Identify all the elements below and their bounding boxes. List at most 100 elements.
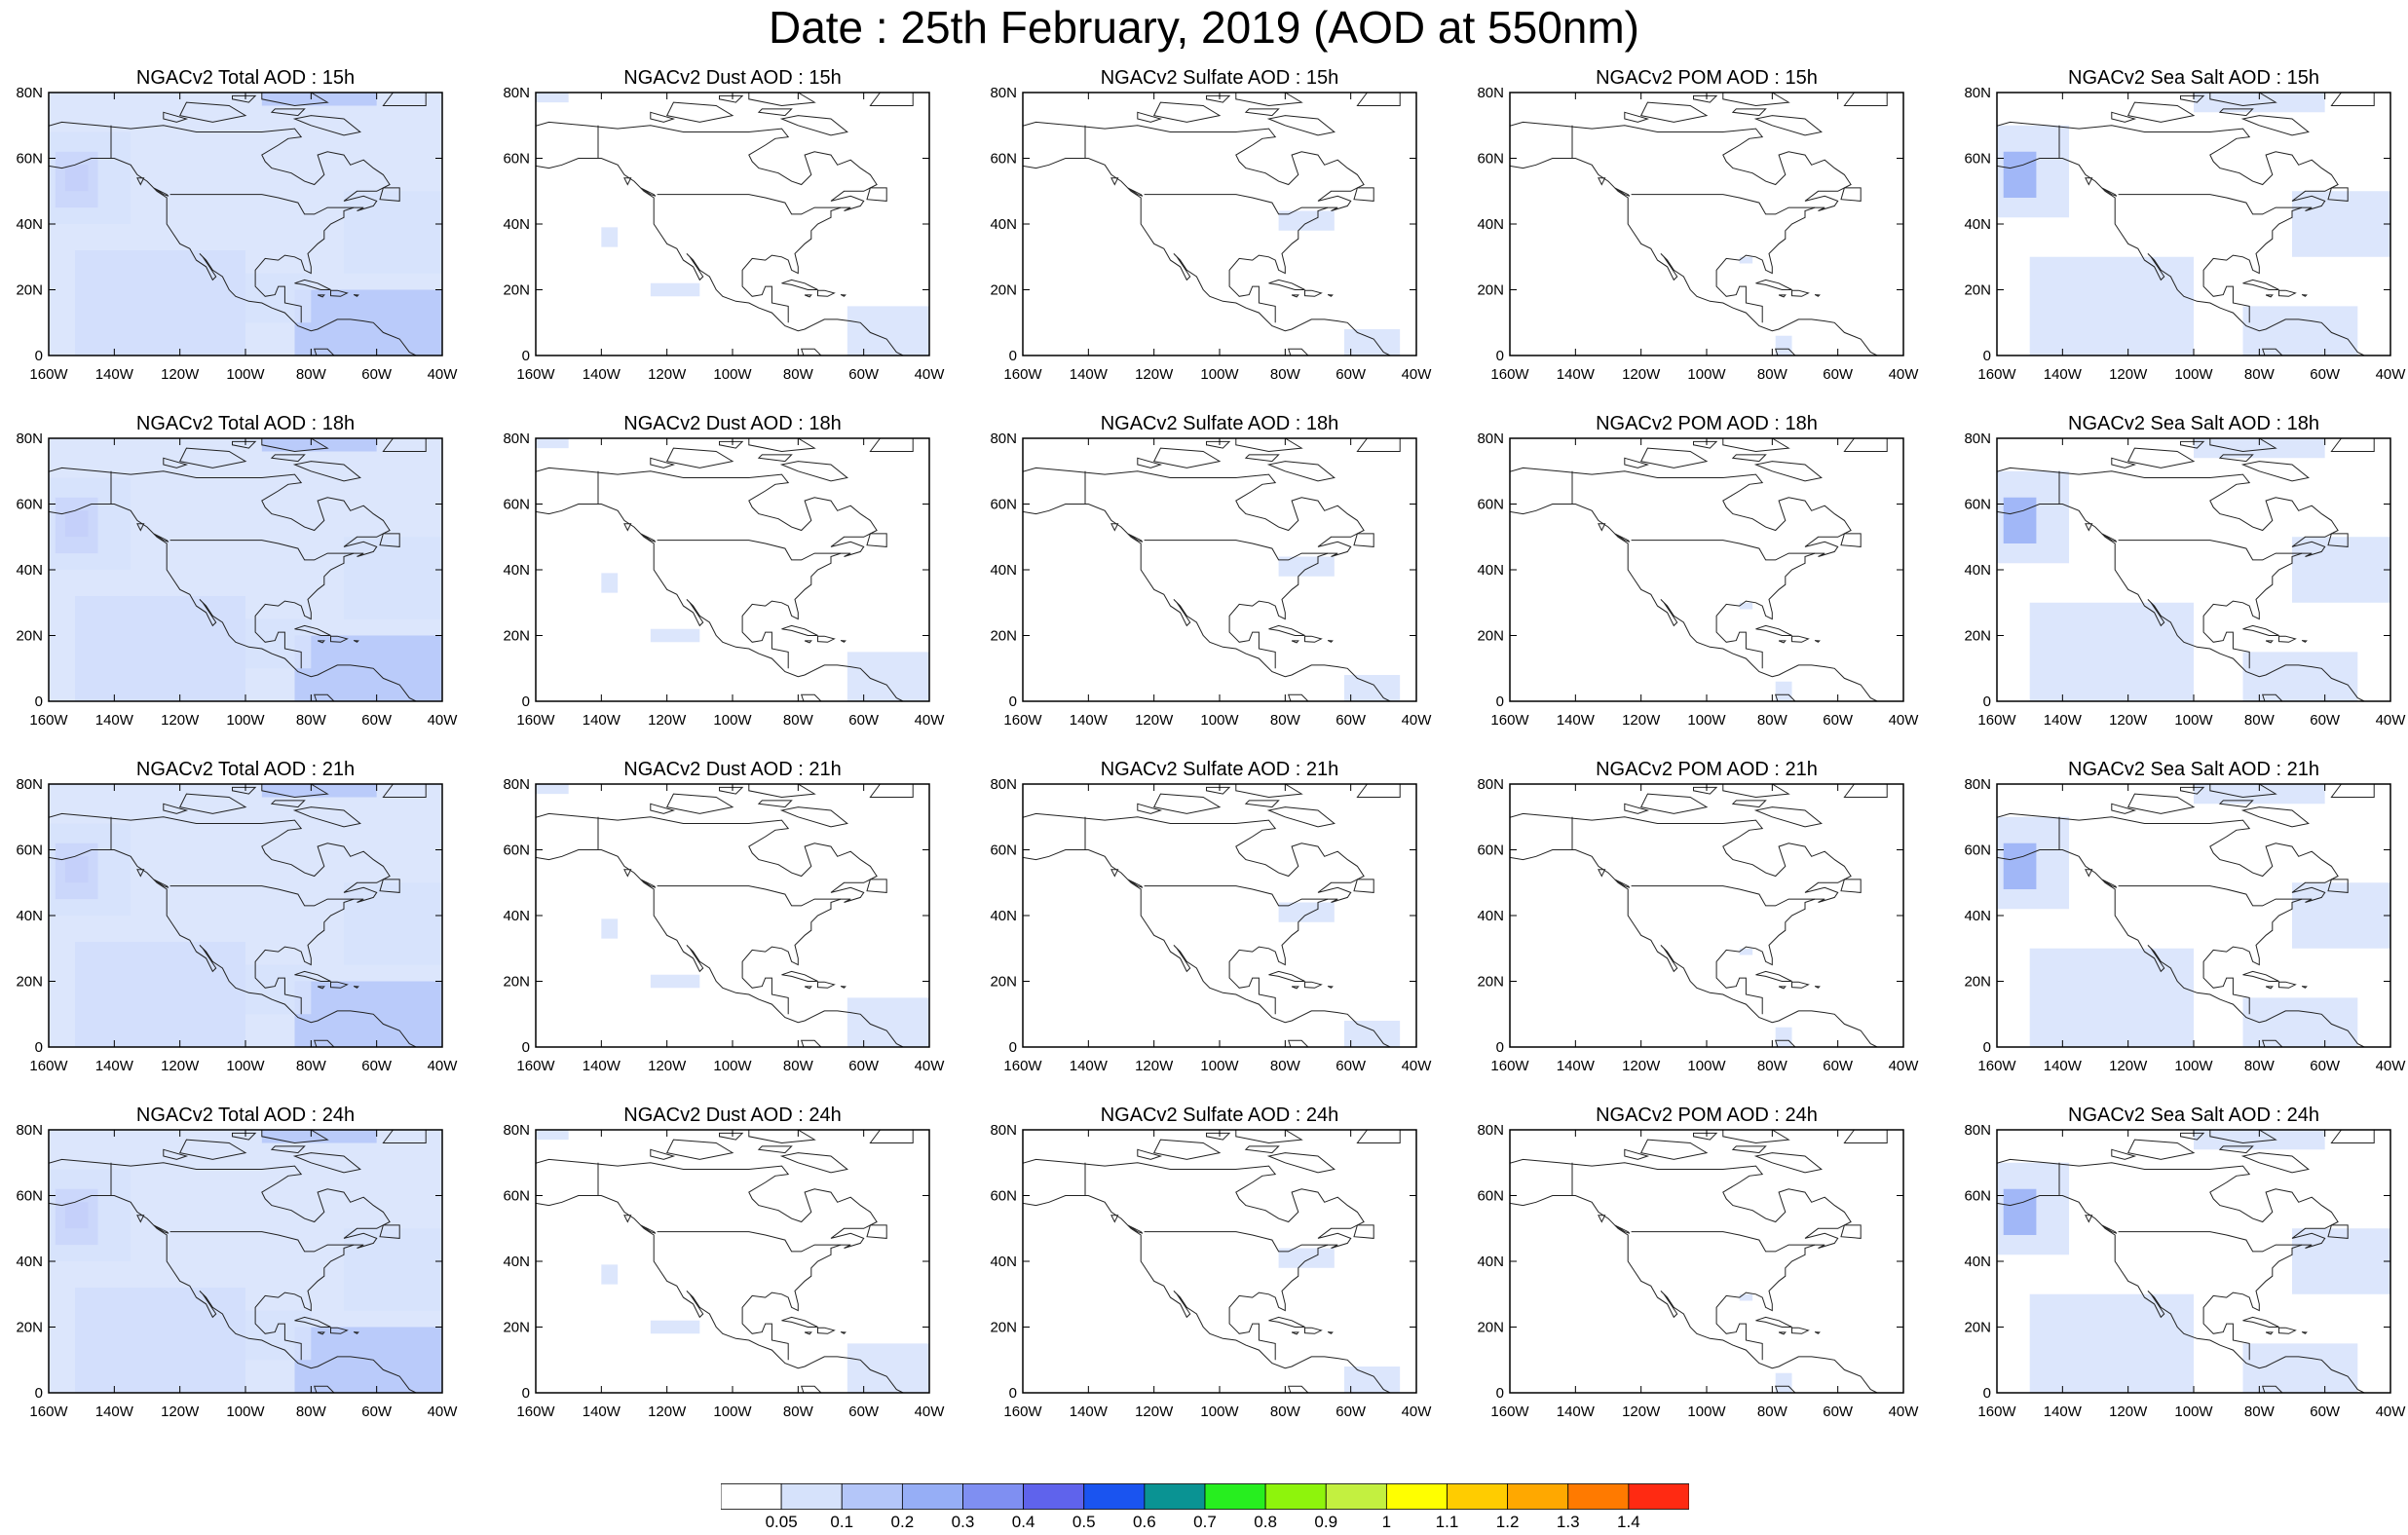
colorbar: 0.05 0.1 0.2 0.3 0.4 0.5 0.6 0.7 0.8 0.9 1 1.1 1.2 1.… (720, 1483, 1690, 1531)
aod-patch (344, 537, 442, 619)
lat-tick-label: 40N (990, 216, 1017, 233)
colorbar-swatch (1204, 1483, 1266, 1510)
lat-tick-label: 20N (990, 282, 1017, 299)
aod-patch (2029, 256, 2194, 356)
lon-tick-label: 40W (1889, 712, 1920, 729)
lon-tick-label: 100W (1200, 1404, 1239, 1420)
lon-tick-label: 60W (2310, 712, 2341, 729)
lon-tick-label: 60W (848, 1058, 880, 1074)
lat-tick-label: 60N (16, 497, 43, 513)
lat-tick-label: 20N (1477, 282, 1504, 299)
lat-tick-label: 20N (16, 282, 43, 299)
aod-shading (1739, 602, 1792, 701)
lon-tick-label: 100W (1687, 1404, 1726, 1420)
lon-tick-label: 60W (1823, 1404, 1854, 1420)
colorbar-label: 0.6 (1133, 1513, 1156, 1530)
lon-tick-label: 60W (1336, 712, 1367, 729)
lon-tick-label: 40W (2376, 712, 2407, 729)
map-panel-sulfate-2: NGACv2 Sulfate AOD : 21h 160W 140W 120W 100W… (981, 759, 1458, 1080)
lon-tick-label: 120W (1135, 712, 1174, 729)
map-plot: 160W 140W 120W 100W 80W 60W 40W 0 20N 40N 60N 80N (1964, 776, 2406, 1074)
coastline (1997, 784, 2375, 1047)
lon-tick-label: 100W (713, 1058, 752, 1074)
lon-tick-label: 140W (2044, 1404, 2083, 1420)
lon-tick-label: 140W (583, 366, 621, 383)
aod-patch (536, 93, 569, 103)
aod-patch (536, 784, 569, 795)
map-panel-seasalt-1: NGACv2 Sea Salt AOD : 18h 160W 140W 120W 100… (1955, 413, 2408, 734)
panel-title: NGACv2 POM AOD : 15h (1596, 67, 1818, 89)
lon-tick-label: 80W (1757, 366, 1788, 383)
map-plot: 160W 140W 120W 100W 80W 60W 40W 0 20N 40N 60N 80N (990, 1122, 1432, 1420)
aod-patch (261, 1130, 377, 1143)
panel-title: NGACv2 Sulfate AOD : 24h (1100, 1104, 1339, 1126)
coastline (1510, 784, 1888, 1047)
lon-tick-label: 80W (2244, 1404, 2276, 1420)
lon-tick-label: 100W (2174, 712, 2213, 729)
lat-tick-label: 40N (503, 562, 530, 579)
aod-patch (294, 635, 442, 701)
lon-tick-label: 40W (428, 1404, 459, 1420)
colorbar-label: 0.4 (1012, 1513, 1035, 1530)
aod-patch (2242, 997, 2358, 1047)
map-plot: 160W 140W 120W 100W 80W 60W 40W 0 20N 40N 60N 80N (16, 85, 458, 383)
colorbar-swatch (1023, 1483, 1085, 1510)
lon-tick-label: 140W (2044, 712, 2083, 729)
aod-patch (650, 628, 700, 643)
map-panel-total-1: NGACv2 Total AOD : 18h 160W 140W 120W 100W 80… (7, 413, 484, 734)
coastline (49, 93, 427, 356)
lat-tick-label: 80N (1964, 776, 1991, 793)
lon-tick-label: 60W (2310, 1058, 2341, 1074)
panel-title: NGACv2 Total AOD : 15h (135, 67, 356, 89)
lat-tick-label: 40N (1477, 1254, 1504, 1270)
lon-tick-label: 140W (95, 712, 134, 729)
panel-title: NGACv2 Sulfate AOD : 18h (1100, 413, 1339, 434)
panel-title: NGACv2 Dust AOD : 24h (623, 1104, 842, 1126)
colorbar-label: 0.05 (766, 1513, 798, 1530)
lat-tick-label: 0 (522, 1039, 530, 1056)
lat-tick-label: 20N (503, 1320, 530, 1336)
map-panel-seasalt-3: NGACv2 Sea Salt AOD : 24h 160W 140W 120W 100… (1955, 1104, 2408, 1426)
lon-tick-label: 100W (2174, 1404, 2213, 1420)
map-panel-seasalt-2: NGACv2 Sea Salt AOD : 21h 160W 140W 120W 100… (1955, 759, 2408, 1080)
lat-tick-label: 40N (1477, 562, 1504, 579)
lon-tick-label: 140W (1070, 712, 1109, 729)
aod-patch (1343, 1021, 1401, 1047)
coastline (1510, 93, 1888, 356)
aod-shading (536, 93, 929, 356)
lon-tick-label: 100W (1687, 366, 1726, 383)
aod-patch (2029, 602, 2194, 701)
coastline (536, 1130, 914, 1393)
map-panel-total-0: NGACv2 Total AOD : 15h 160W 140W 120W 100W 80… (7, 67, 484, 389)
lon-tick-label: 60W (1336, 366, 1367, 383)
lat-tick-label: 0 (1009, 1039, 1017, 1056)
lon-tick-label: 100W (1200, 366, 1239, 383)
aod-patch (2194, 93, 2325, 113)
lat-tick-label: 0 (35, 1385, 43, 1402)
coastline (1997, 1130, 2375, 1393)
coastline (1997, 438, 2375, 701)
lat-tick-label: 60N (1477, 151, 1504, 168)
lat-tick-label: 60N (990, 497, 1017, 513)
map-panel-sulfate-0: NGACv2 Sulfate AOD : 15h 160W 140W 120W 100W… (981, 67, 1458, 389)
coastline (49, 784, 427, 1047)
lat-tick-label: 20N (16, 628, 43, 645)
colorbar-label: 0.7 (1193, 1513, 1217, 1530)
lon-tick-label: 120W (2109, 1058, 2148, 1074)
lon-tick-label: 100W (1200, 712, 1239, 729)
aod-shading (1997, 1130, 2390, 1393)
lon-tick-label: 160W (1490, 366, 1529, 383)
lon-tick-label: 40W (428, 712, 459, 729)
coastline (1023, 1130, 1401, 1393)
lat-tick-label: 60N (503, 842, 530, 859)
colorbar-swatch (1507, 1483, 1569, 1510)
lat-tick-label: 60N (16, 1188, 43, 1205)
colorbar-swatch (1144, 1483, 1206, 1510)
lon-tick-label: 80W (1757, 712, 1788, 729)
lat-tick-label: 60N (990, 1188, 1017, 1205)
lat-tick-label: 20N (1477, 1320, 1504, 1336)
map-panel-pom-2: NGACv2 POM AOD : 21h 160W 140W 120W 100W 80W 6… (1468, 759, 1945, 1080)
lat-tick-label: 40N (990, 1254, 1017, 1270)
panel-title: NGACv2 Dust AOD : 18h (623, 413, 842, 434)
colorbar-label: 0.8 (1254, 1513, 1277, 1530)
